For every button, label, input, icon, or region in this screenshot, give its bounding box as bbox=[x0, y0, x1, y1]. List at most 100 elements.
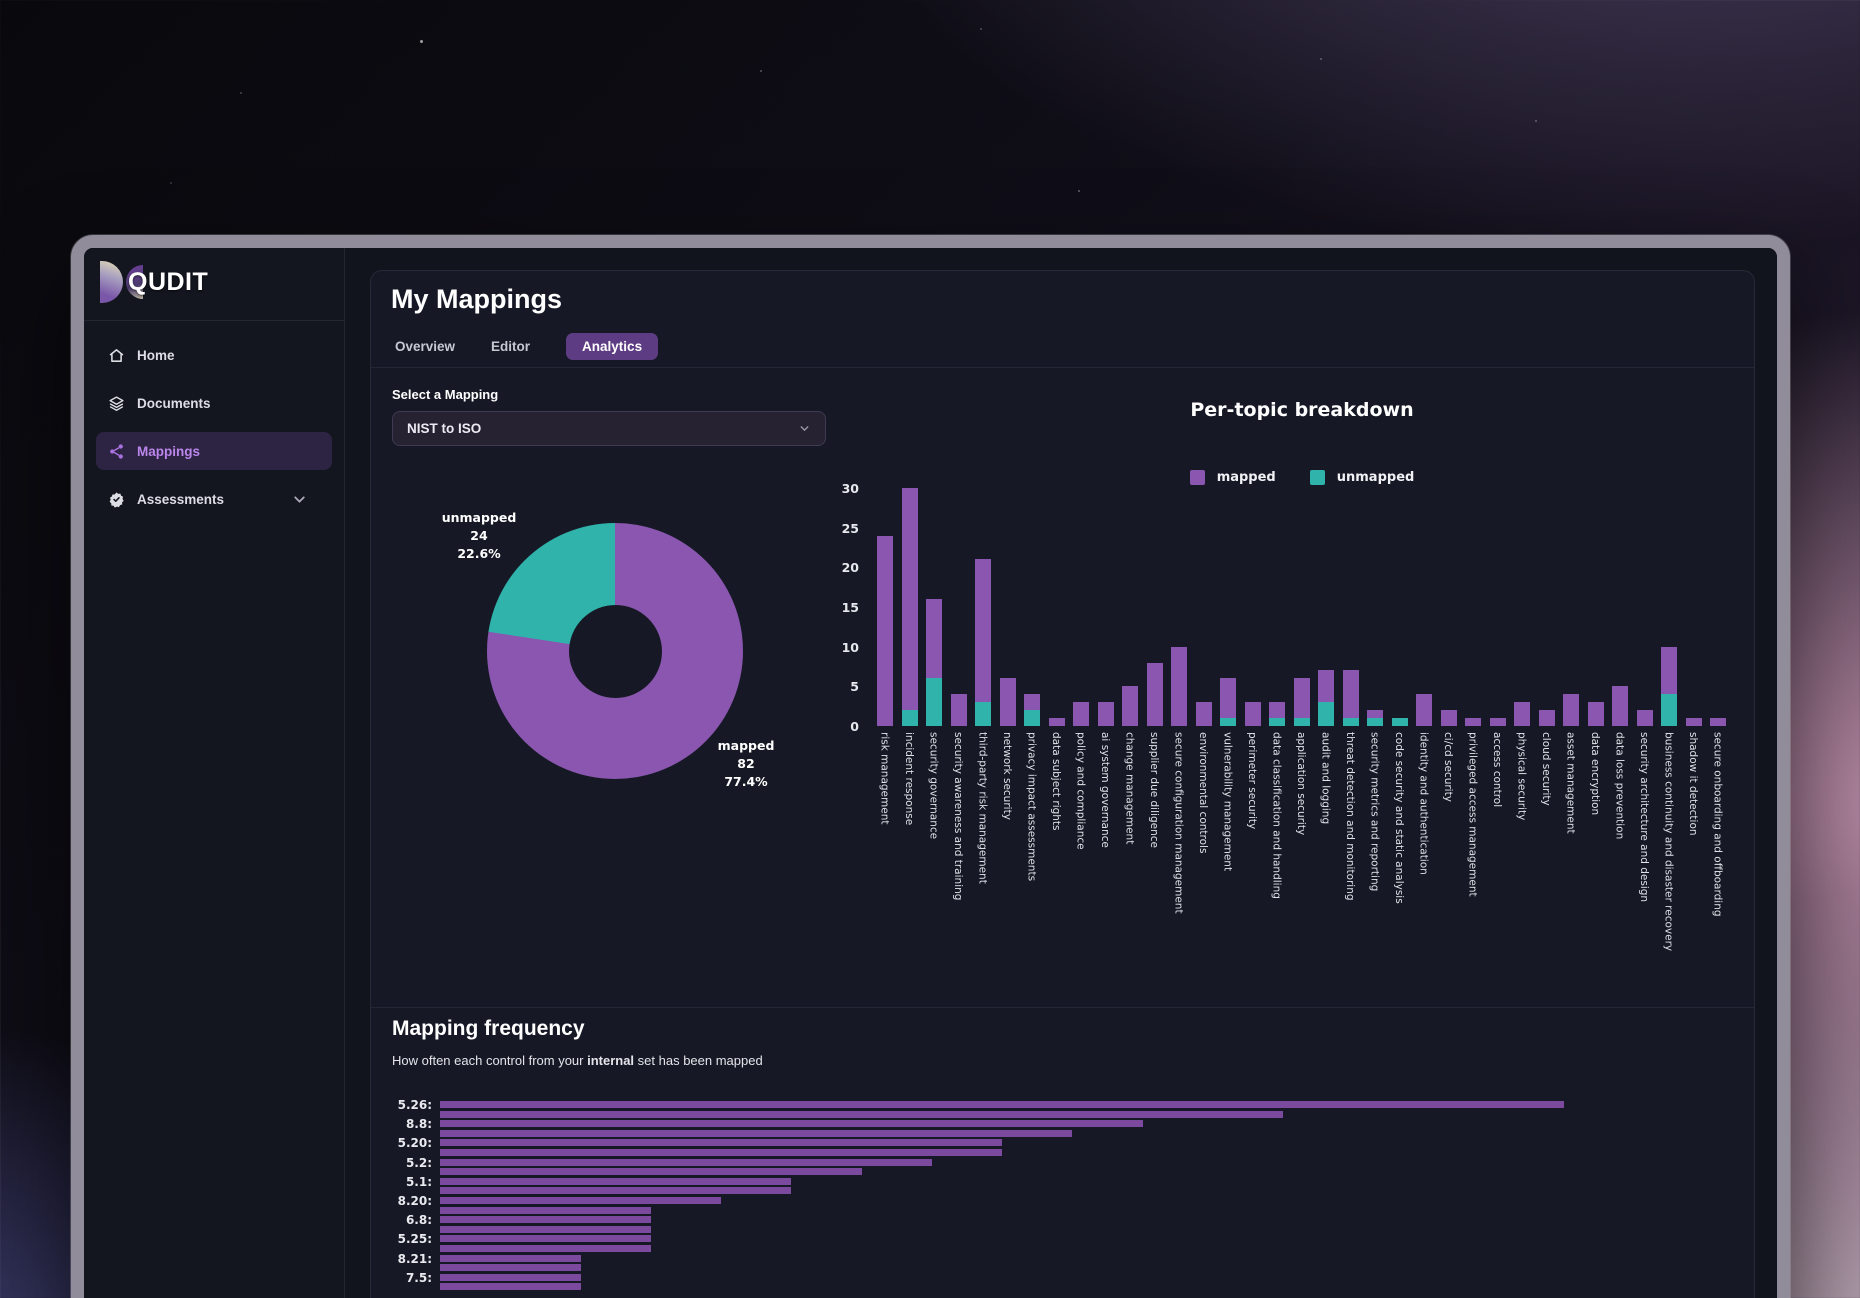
chevron-down-icon bbox=[294, 495, 305, 503]
frequency-bar bbox=[440, 1120, 1143, 1128]
x-axis-label: asset management bbox=[1564, 732, 1577, 834]
bar-segment-mapped bbox=[1612, 686, 1629, 726]
tab-analytics[interactable]: Analytics bbox=[566, 333, 659, 360]
mapping-select-value: NIST to ISO bbox=[407, 421, 482, 436]
bar-segment-mapped bbox=[877, 535, 894, 726]
bar-segment-mapped bbox=[1514, 702, 1531, 726]
x-axis-label: data loss prevention bbox=[1613, 732, 1626, 840]
layers-icon bbox=[109, 395, 124, 411]
qudit-logo-icon bbox=[100, 259, 143, 305]
bar-segment-unmapped bbox=[901, 710, 918, 726]
x-axis-label: security awareness and training bbox=[951, 732, 964, 901]
bar-segment-unmapped bbox=[975, 702, 992, 726]
sidebar-nav: Home Documents Mappings Assessments bbox=[96, 336, 332, 528]
frequency-bar bbox=[440, 1139, 1002, 1147]
mapping-select[interactable]: NIST to ISO bbox=[392, 411, 826, 446]
bar-segment-mapped bbox=[1048, 718, 1065, 726]
frequency-bar bbox=[440, 1225, 651, 1233]
x-axis-label: identity and authentication bbox=[1417, 732, 1430, 875]
frequency-bar bbox=[440, 1158, 932, 1166]
star-dot bbox=[1535, 120, 1537, 122]
x-axis-label: code security and static analysis bbox=[1392, 732, 1405, 904]
app-logo[interactable]: QUDIT bbox=[100, 256, 208, 308]
tabs-divider bbox=[371, 367, 1754, 368]
share-icon bbox=[110, 443, 123, 459]
bar-segment-mapped bbox=[1685, 718, 1702, 726]
bar-segment-mapped bbox=[1465, 718, 1482, 726]
frequency-bar bbox=[440, 1283, 581, 1291]
bar-segment-mapped bbox=[1293, 678, 1310, 719]
tab-overview[interactable]: Overview bbox=[395, 339, 456, 354]
bar-segment-mapped bbox=[1661, 646, 1678, 695]
frequency-bar bbox=[440, 1177, 792, 1185]
sidebar-item-home[interactable]: Home bbox=[96, 336, 332, 374]
y-axis-tick: 25 bbox=[841, 520, 859, 536]
frequency-bar bbox=[440, 1264, 581, 1272]
star-dot bbox=[170, 182, 172, 184]
donut-chart bbox=[487, 523, 743, 779]
x-axis-label: change management bbox=[1123, 732, 1136, 845]
frequency-bar bbox=[440, 1149, 1002, 1156]
frequency-bar bbox=[440, 1101, 1564, 1108]
x-axis-label: risk management bbox=[878, 732, 891, 825]
tab-editor[interactable]: Editor bbox=[491, 339, 531, 354]
x-axis-label: security architecture and design bbox=[1637, 732, 1650, 903]
bar-segment-unmapped bbox=[1024, 710, 1041, 726]
app-logo-text: QUDIT bbox=[128, 267, 209, 296]
per-topic-y-axis: 0 5 10 15 20 25 30 bbox=[801, 481, 859, 734]
sidebar-item-label: Home bbox=[137, 347, 175, 363]
star-dot bbox=[1320, 58, 1322, 60]
bar-segment-mapped bbox=[901, 488, 918, 711]
bar-segment-mapped bbox=[1146, 662, 1163, 726]
x-axis-label: secure configuration management bbox=[1172, 732, 1185, 914]
frequency-bar bbox=[440, 1197, 721, 1204]
frequency-tick-label: 8.21: bbox=[397, 1251, 432, 1266]
star-dot bbox=[420, 40, 423, 43]
bar-segment-mapped bbox=[1367, 710, 1384, 719]
x-axis-label: ci/cd security bbox=[1441, 732, 1454, 802]
x-axis-label: access control bbox=[1490, 732, 1503, 808]
donut-label-unmapped: unmapped 24 22.6% bbox=[441, 510, 517, 561]
frequency-tick-label: 7.5: bbox=[405, 1270, 432, 1285]
y-axis-tick: 10 bbox=[841, 639, 859, 655]
unmapped-swatch bbox=[1309, 470, 1325, 485]
sidebar: QUDIT Home Documents Mappings Assessment… bbox=[84, 248, 345, 1298]
frequency-subtitle: How often each control from your interna… bbox=[392, 1053, 763, 1068]
frequency-bar bbox=[440, 1187, 792, 1195]
x-axis-label: secure onboarding and offboarding bbox=[1711, 732, 1724, 917]
page-title: My Mappings bbox=[391, 284, 563, 314]
frequency-bar bbox=[440, 1254, 581, 1262]
x-axis-label: business continuity and disaster recover… bbox=[1662, 732, 1675, 952]
frequency-bar bbox=[440, 1216, 651, 1224]
mappings-card: My Mappings Overview Editor Analytics Se… bbox=[370, 270, 1755, 1298]
bar-segment-mapped bbox=[1342, 670, 1359, 719]
bar-segment-unmapped bbox=[1342, 718, 1359, 726]
donut-label-mapped: mapped 82 77.4% bbox=[717, 738, 775, 789]
bar-segment-mapped bbox=[1489, 718, 1506, 726]
tab-bar: Overview Editor Analytics bbox=[395, 332, 659, 361]
x-axis-label: environmental controls bbox=[1196, 732, 1209, 854]
sidebar-item-mappings[interactable]: Mappings bbox=[96, 432, 332, 470]
home-icon bbox=[109, 348, 124, 362]
y-axis-tick: 30 bbox=[841, 481, 859, 496]
sidebar-item-assessments[interactable]: Assessments bbox=[96, 480, 332, 518]
x-axis-label: audit and logging bbox=[1319, 732, 1332, 825]
bar-segment-mapped bbox=[1269, 702, 1286, 719]
frequency-tick-label: 6.8: bbox=[405, 1213, 432, 1228]
sidebar-item-label: Assessments bbox=[137, 491, 225, 507]
bar-segment-mapped bbox=[1416, 694, 1433, 726]
x-axis-label: data classification and handling bbox=[1270, 732, 1283, 899]
sidebar-item-documents[interactable]: Documents bbox=[96, 384, 332, 422]
frequency-tick-label: 5.20: bbox=[397, 1136, 432, 1151]
bar-segment-unmapped bbox=[926, 678, 943, 726]
bar-segment-mapped bbox=[1636, 710, 1653, 726]
bar-segment-mapped bbox=[1220, 678, 1237, 719]
star-dot bbox=[980, 28, 982, 30]
legend-label: unmapped bbox=[1336, 470, 1415, 485]
bar-segment-mapped bbox=[1710, 718, 1727, 726]
per-topic-legend: mapped unmapped bbox=[873, 470, 1731, 485]
y-axis-tick: 20 bbox=[841, 560, 859, 576]
bar-segment-unmapped bbox=[1367, 718, 1384, 726]
frequency-bar bbox=[440, 1168, 862, 1176]
